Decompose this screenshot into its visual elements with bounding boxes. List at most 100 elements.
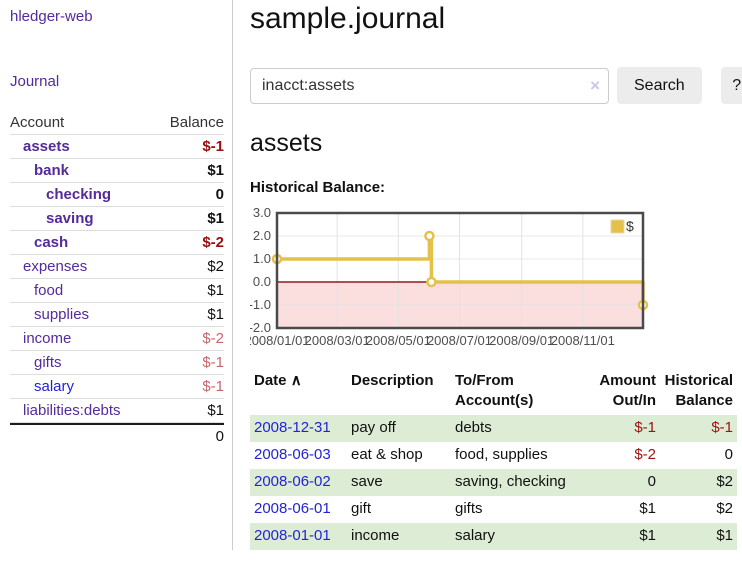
transaction-amount: $-2 xyxy=(634,446,656,463)
accounts-total-value: 0 xyxy=(215,427,224,445)
svg-text:-2.0: -2.0 xyxy=(250,320,271,335)
account-balance: $1 xyxy=(207,282,224,299)
svg-text:1.0: 1.0 xyxy=(253,251,271,266)
register-header-row: Date ∧ Description To/From Account(s) Am… xyxy=(250,369,737,415)
account-row-salary: salary $-1 xyxy=(10,375,224,399)
description-column-header: Description xyxy=(351,372,434,389)
transaction-balance: $1 xyxy=(660,523,737,550)
account-row-assets: assets $-1 xyxy=(10,135,224,159)
accounts-column-header: To/From Account(s) xyxy=(455,372,534,409)
account-link-food[interactable]: food xyxy=(34,282,64,299)
chart-label: Historical Balance: xyxy=(250,179,386,196)
transaction-accounts: saving, checking xyxy=(451,469,587,496)
account-balance: $2 xyxy=(207,258,224,275)
historical-balance-chart: 3.0 2.0 1.0 0.0 -1.0 -2.0 2008/01/01 2008/03/01… xyxy=(250,205,742,353)
account-link-gifts[interactable]: gifts xyxy=(34,354,62,371)
svg-text:0.0: 0.0 xyxy=(253,274,271,289)
transaction-date-link[interactable]: 2008-06-03 xyxy=(254,446,331,463)
account-row-saving: saving $1 xyxy=(10,207,224,231)
register-row: 2008-06-02 save saving, checking 0 $2 xyxy=(250,469,737,496)
page-title: sample.journal xyxy=(250,2,446,35)
svg-text:2008/07/01: 2008/07/01 xyxy=(427,333,492,348)
account-row-liabilities-debts: liabilities:debts $1 xyxy=(10,399,224,423)
search-button[interactable]: Search xyxy=(617,67,702,104)
search-input[interactable] xyxy=(250,67,609,104)
transaction-accounts: gifts xyxy=(455,500,483,517)
register-row: 2008-06-03 eat & shop food, supplies $-2… xyxy=(250,442,737,469)
account-balance: $1 xyxy=(207,402,224,419)
account-row-cash: cash $-2 xyxy=(10,231,224,255)
account-link-cash[interactable]: cash xyxy=(34,234,69,251)
account-row-food: food $1 xyxy=(10,279,224,303)
transaction-amount: $1 xyxy=(639,500,656,517)
transaction-amount: 0 xyxy=(587,469,660,496)
sort-asc-icon: ∧ xyxy=(290,372,302,389)
account-balance: $-1 xyxy=(202,354,224,371)
account-balance: $1 xyxy=(207,210,224,227)
account-link-supplies[interactable]: supplies xyxy=(34,306,90,323)
transaction-accounts: food, supplies xyxy=(455,446,548,463)
account-link-liabilities-debts[interactable]: liabilities:debts xyxy=(23,402,121,419)
clear-search-icon[interactable]: × xyxy=(590,75,600,95)
page: hledger-web Journal Account Balance asse… xyxy=(10,0,742,550)
svg-text:2008/01/01: 2008/01/01 xyxy=(250,333,310,348)
register-table: Date ∧ Description To/From Account(s) Am… xyxy=(250,369,737,550)
account-link-salary[interactable]: salary xyxy=(34,378,75,395)
account-balance: $-2 xyxy=(202,234,224,251)
help-button[interactable]: ? xyxy=(720,67,742,104)
date-column-header[interactable]: Date ∧ xyxy=(254,372,302,389)
transaction-date-link[interactable]: 2008-06-01 xyxy=(254,500,331,517)
account-link-checking[interactable]: checking xyxy=(46,186,112,203)
balance-column-header: Historical Balance xyxy=(664,372,733,409)
transaction-date-link[interactable]: 2008-01-01 xyxy=(254,527,331,544)
transaction-date-link[interactable]: 2008-06-02 xyxy=(254,473,331,490)
transaction-date-link[interactable]: 2008-12-31 xyxy=(254,419,331,436)
account-balance: $-1 xyxy=(202,378,224,395)
nav-journal: Journal xyxy=(10,73,224,91)
transaction-balance: $2 xyxy=(660,469,737,496)
account-link-expenses[interactable]: expenses xyxy=(23,258,88,275)
chart-canvas: 3.0 2.0 1.0 0.0 -1.0 -2.02008/01/012008/03/01… xyxy=(250,205,649,348)
journal-link[interactable]: Journal xyxy=(10,73,60,90)
svg-text:2008/03/01: 2008/03/01 xyxy=(305,333,370,348)
svg-text:-1.0: -1.0 xyxy=(250,297,271,312)
account-heading: assets xyxy=(250,129,323,157)
account-balance: 0 xyxy=(215,186,224,203)
account-link-saving[interactable]: saving xyxy=(46,210,94,227)
account-link-assets[interactable]: assets xyxy=(23,138,70,155)
account-row-income: income $-2 xyxy=(10,327,224,351)
transaction-balance: $-1 xyxy=(660,415,737,442)
register-row: 2008-01-01 income salary $1 $1 xyxy=(250,523,737,550)
app-title-link[interactable]: hledger-web xyxy=(10,8,93,25)
account-balance: $-1 xyxy=(202,138,224,155)
account-link-income[interactable]: income xyxy=(23,330,72,347)
svg-text:2.0: 2.0 xyxy=(253,228,271,243)
transaction-balance: $2 xyxy=(716,500,733,517)
transaction-amount: $-1 xyxy=(587,415,660,442)
account-row-gifts: gifts $-1 xyxy=(10,351,224,375)
account-balance: $-2 xyxy=(202,330,224,347)
transaction-description: income xyxy=(347,523,451,550)
transaction-amount: $1 xyxy=(587,523,660,550)
register-row: 2008-06-01 gift gifts $1 $2 xyxy=(250,496,737,523)
transaction-description: save xyxy=(347,469,451,496)
account-balance: $1 xyxy=(207,162,224,179)
account-row-expenses: expenses $2 xyxy=(10,255,224,279)
transaction-description: gift xyxy=(351,500,372,517)
search-bar: × Search ? xyxy=(250,67,742,104)
account-balance: $1 xyxy=(207,306,224,323)
amount-column-header: Amount Out/In xyxy=(599,372,656,409)
transaction-accounts: salary xyxy=(451,523,587,550)
main-content: sample.journal × Search ? assets Histori… xyxy=(233,0,742,550)
transaction-accounts: debts xyxy=(451,415,587,442)
svg-text:2008/11/01: 2008/11/01 xyxy=(551,333,615,348)
svg-text:2008/09/01: 2008/09/01 xyxy=(489,333,554,348)
app-title: hledger-web xyxy=(10,8,224,26)
accounts-total-row: 0 xyxy=(10,423,224,447)
svg-text:2008/05/01: 2008/05/01 xyxy=(366,333,431,348)
search-field-wrap: × xyxy=(250,67,609,104)
account-link-bank[interactable]: bank xyxy=(34,162,70,179)
transaction-balance: 0 xyxy=(724,446,733,463)
register-row: 2008-12-31 pay off debts $-1 $-1 xyxy=(250,415,737,442)
account-row-supplies: supplies $1 xyxy=(10,303,224,327)
